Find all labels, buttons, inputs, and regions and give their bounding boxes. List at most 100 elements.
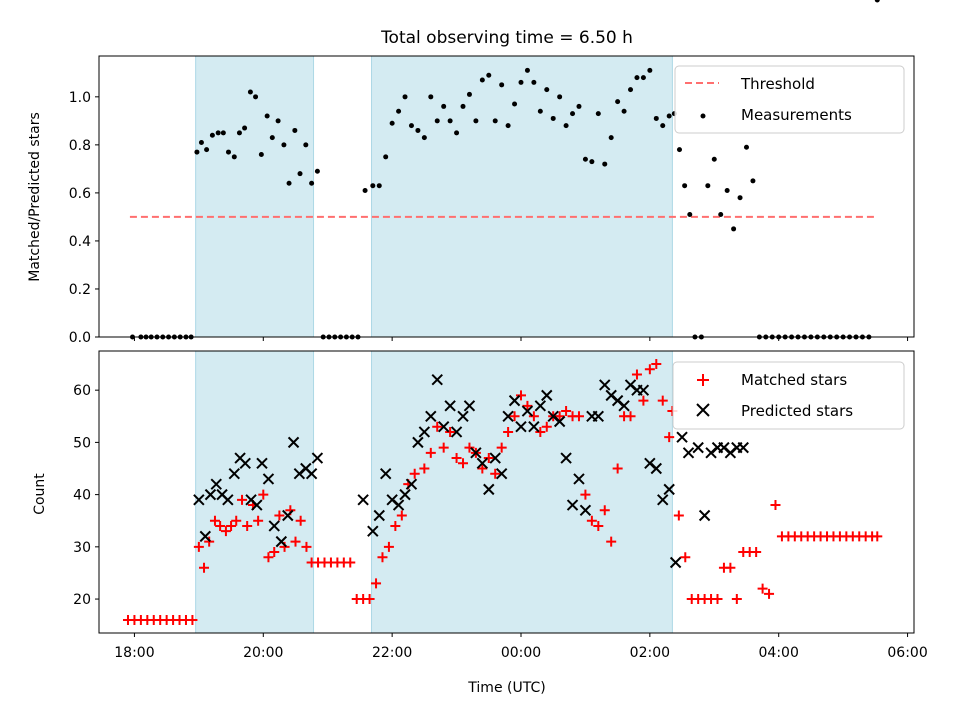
measurement-point [269, 135, 275, 141]
measurement-point [634, 75, 640, 81]
top-y-tick-label: 0.6 [69, 186, 91, 202]
measurement-point [582, 156, 588, 162]
measurement-point [376, 183, 382, 189]
measurement-point [421, 135, 427, 141]
measurement-point [236, 130, 242, 136]
measurement-point [505, 123, 511, 129]
predicted-star-point [560, 452, 572, 464]
predicted-star-point [483, 483, 495, 496]
matched-star-point [535, 426, 546, 437]
measurement-point [383, 154, 389, 160]
top-y-axis: 0.0 0.2 0.4 0.6 0.8 1.0 [69, 90, 99, 346]
bottom-y-axis-label: Count [32, 473, 48, 515]
matched-star-point [593, 520, 604, 531]
bottom-x-tick-label: 06:00 [887, 645, 927, 661]
measurement-point [389, 120, 395, 126]
measurement-point [718, 212, 724, 218]
bottom-y-tick-label: 60 [73, 383, 91, 399]
predicted-star-point [199, 530, 212, 543]
predicted-star-point [463, 400, 476, 412]
predicted-star-point [305, 468, 318, 480]
measurement-point [309, 180, 315, 186]
measurement-point [297, 171, 303, 177]
measurement-point [473, 118, 479, 124]
top-chart-title: Total observing time = 6.50 h [380, 28, 633, 48]
bottom-x-tick-label: 22:00 [372, 645, 412, 661]
predicted-star-point [444, 400, 456, 412]
matched-star-point [220, 526, 231, 537]
matched-star-point [725, 562, 736, 573]
bottom-y-tick-label: 20 [73, 592, 91, 608]
matched-star-point [295, 515, 306, 526]
predicted-star-point [663, 483, 675, 496]
predicted-star-point [287, 436, 300, 449]
top-plot-frame [98, 55, 915, 338]
predicted-star-point [457, 410, 469, 422]
measurement-point [370, 183, 376, 189]
measurement-point [286, 180, 292, 186]
bottom-shaded-intervals [195, 350, 673, 634]
matched-star-point [872, 531, 883, 542]
matched-star-point [503, 426, 514, 437]
matched-star-point [445, 426, 456, 437]
predicted-star-point [222, 494, 234, 506]
predicted-star-point [256, 457, 268, 469]
matched-star-point [345, 557, 356, 568]
measurement-point [499, 82, 505, 88]
predicted-star-point [193, 494, 205, 506]
matched-star-point [528, 411, 539, 422]
matched-star-point [612, 463, 623, 474]
measurement-point [628, 87, 634, 93]
matched-star-point [231, 515, 242, 526]
matched-star-point [731, 594, 742, 605]
predicted-star-point [228, 468, 241, 480]
measurement-point [247, 89, 253, 95]
matched-star-point [573, 411, 584, 422]
measurement-point [682, 183, 688, 189]
matched-star-point [751, 547, 762, 558]
measurement-point [492, 118, 498, 124]
matched-star-point [580, 489, 591, 500]
matched-star-point [432, 421, 443, 432]
measurement-point [215, 130, 221, 136]
matched-star-point [490, 468, 501, 479]
measurement-point [396, 108, 402, 114]
matched-star-point [269, 547, 280, 558]
predicted-stars-series [193, 374, 749, 569]
matched-star-point [515, 390, 526, 401]
measurement-point [242, 125, 248, 131]
measurement-point [750, 178, 756, 184]
predicted-star-point [650, 462, 662, 475]
bottom-x-tick-label: 00:00 [501, 645, 541, 661]
measurement-point [589, 159, 595, 165]
measurement-point [303, 142, 309, 148]
measurement-point [253, 94, 259, 100]
matched-star-point [464, 442, 475, 453]
measurement-point [676, 147, 682, 153]
legend-matched-swatch [697, 374, 709, 386]
measurement-point [460, 103, 466, 109]
bottom-y-tick-label: 30 [73, 540, 91, 556]
measurement-point [711, 156, 717, 162]
measurement-point [647, 67, 653, 73]
bottom-legend-box [672, 361, 905, 430]
measurement-point [441, 103, 447, 109]
measurement-point [479, 77, 485, 83]
bottom-legend: Matched stars Predicted stars [672, 361, 905, 430]
legend-measurements-swatch [700, 113, 706, 119]
measurement-point [615, 99, 621, 105]
predicted-star-point [553, 415, 566, 428]
matched-star-point [680, 552, 691, 563]
predicted-star-point [367, 525, 379, 537]
predicted-star-point [431, 374, 443, 386]
predicted-star-point [669, 556, 682, 569]
predicted-star-point [515, 421, 527, 433]
predicted-star-point [425, 410, 437, 422]
measurement-point [737, 195, 743, 201]
predicted-star-point [268, 520, 280, 532]
measurement-point [220, 130, 226, 136]
matched-star-point [644, 364, 655, 375]
matched-star-point [290, 536, 301, 547]
bottom-plot-frame [98, 350, 915, 634]
matched-star-point [199, 562, 210, 573]
